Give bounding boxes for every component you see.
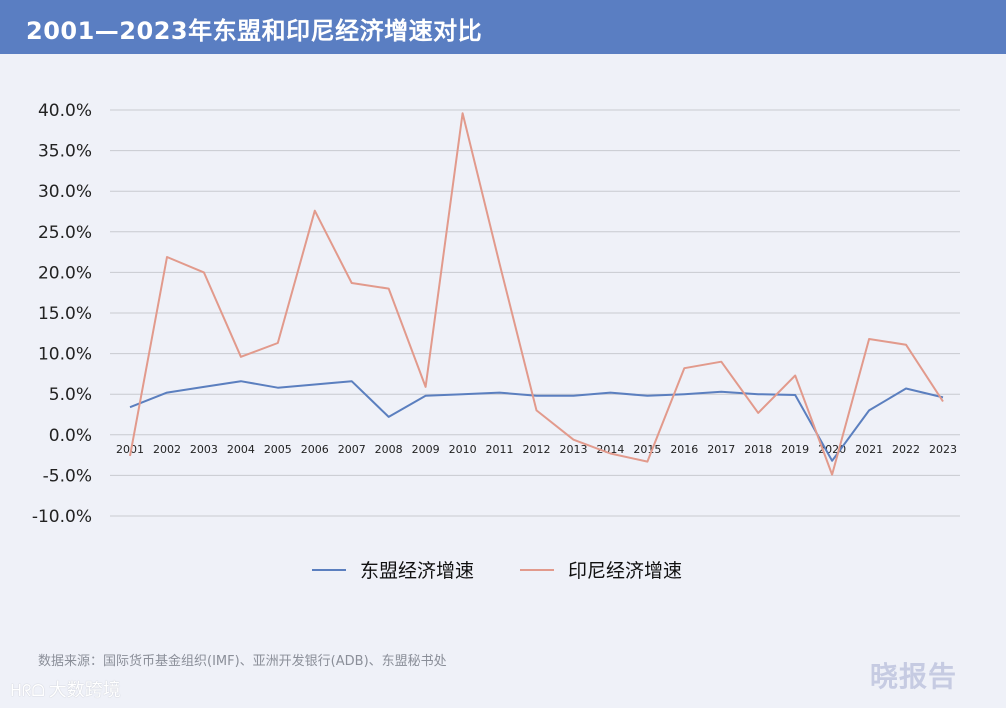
x-tick-label: 2015 [633, 443, 661, 456]
x-tick-label: 2006 [301, 443, 329, 456]
legend-label: 东盟经济增速 [360, 560, 474, 582]
series-line-asean [129, 380, 944, 462]
x-tick-label: 2002 [153, 443, 181, 456]
x-tick-label: 2014 [596, 443, 624, 456]
watermark-left-text: 大数跨境 [48, 680, 121, 701]
page-title: 2001—2023年东盟和印尼经济增速对比 [26, 17, 483, 45]
x-tick-label: 2001 [116, 443, 144, 456]
x-tick-label: 2008 [375, 443, 403, 456]
y-tick-label: 25.0% [38, 223, 92, 243]
x-tick-label: 2019 [781, 443, 809, 456]
x-tick-label: 2016 [670, 443, 698, 456]
y-tick-label: 20.0% [38, 263, 92, 283]
y-tick-label: 40.0% [38, 101, 92, 121]
y-tick-label: 10.0% [38, 345, 92, 365]
title-bar: 2001—2023年东盟和印尼经济增速对比 [0, 0, 1006, 54]
x-tick-label: 2012 [523, 443, 551, 456]
x-tick-label: 2004 [227, 443, 255, 456]
x-tick-label: 2005 [264, 443, 292, 456]
watermark-right: 晓报告 [870, 660, 958, 693]
x-tick-label: 2009 [412, 443, 440, 456]
x-tick-label: 2018 [744, 443, 772, 456]
brand-logo-icon: ᕼᖇᗝ [10, 681, 45, 700]
x-tick-label: 2007 [338, 443, 366, 456]
y-tick-label: 35.0% [38, 142, 92, 162]
watermark-left: ᕼᖇᗝ 大数跨境 [10, 676, 121, 702]
y-tick-label: 0.0% [49, 426, 92, 446]
source-note: 数据来源：国际货币基金组织(IMF)、亚洲开发银行(ADB)、东盟秘书处 [38, 654, 447, 669]
x-tick-label: 2010 [449, 443, 477, 456]
x-tick-label: 2013 [559, 443, 587, 456]
y-tick-label: 15.0% [38, 304, 92, 324]
y-tick-label: -10.0% [32, 507, 92, 527]
x-tick-label: 2003 [190, 443, 218, 456]
y-tick-label: 5.0% [49, 385, 92, 405]
x-tick-label: 2021 [855, 443, 883, 456]
legend-label: 印尼经济增速 [568, 560, 682, 582]
series-line-indonesia [129, 112, 944, 476]
y-tick-label: 30.0% [38, 182, 92, 202]
y-tick-label: -5.0% [43, 466, 92, 486]
x-tick-label: 2011 [486, 443, 514, 456]
x-tick-label: 2023 [929, 443, 957, 456]
x-tick-label: 2022 [892, 443, 920, 456]
line-chart: 40.0% 35.0% 30.0% 25.0% 20.0% 15.0% 10.0% 5.0% 0… [32, 101, 960, 582]
x-tick-label: 2017 [707, 443, 735, 456]
